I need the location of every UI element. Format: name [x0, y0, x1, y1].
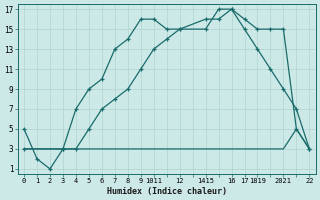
X-axis label: Humidex (Indice chaleur): Humidex (Indice chaleur) [107, 187, 227, 196]
